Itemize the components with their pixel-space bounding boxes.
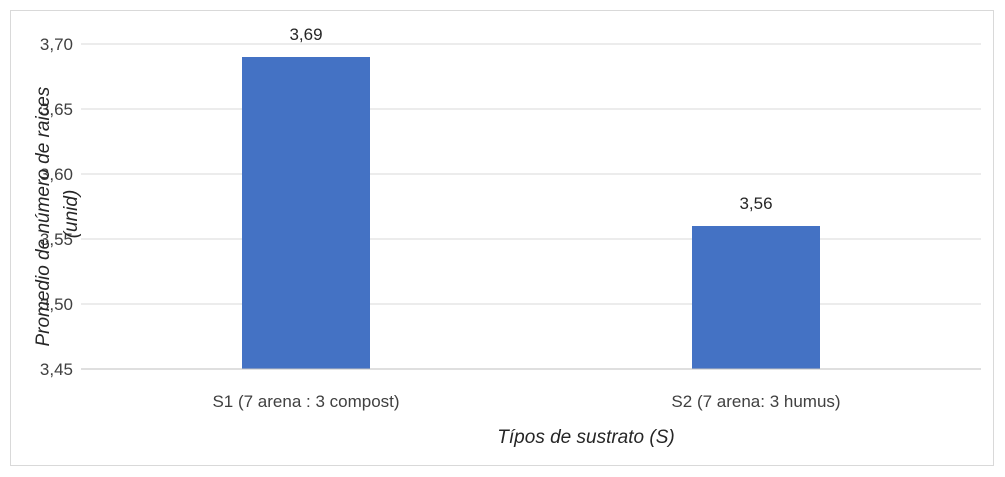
y-axis-title-line-2: (unid): [61, 190, 82, 239]
x-axis-title: Típos de sustrato (S): [497, 427, 674, 448]
chart-frame: 3,45 3,50 3,55 3,60 3,65 3,70 3,69 3,56 S1 (7 …: [10, 10, 994, 466]
bars: [242, 57, 820, 369]
y-axis-tick-labels: 3,45 3,50 3,55 3,60 3,65 3,70: [40, 35, 73, 379]
bar: [242, 57, 370, 369]
y-axis-title-line-1: Promedio de número de raices: [33, 86, 54, 346]
x-axis-tick-labels: S1 (7 arena : 3 compost) S2 (7 arena: 3 h…: [212, 392, 840, 411]
y-tick-label: 3,60: [40, 165, 73, 184]
data-labels: 3,69 3,56: [289, 25, 772, 213]
y-tick-label: 3,55: [40, 230, 73, 249]
y-tick-label: 3,70: [40, 35, 73, 54]
x-tick-label: S1 (7 arena : 3 compost): [212, 392, 399, 411]
y-tick-label: 3,65: [40, 100, 73, 119]
bar: [692, 226, 820, 369]
bar-chart: 3,45 3,50 3,55 3,60 3,65 3,70 3,69 3,56 S1 (7 …: [33, 25, 981, 448]
y-tick-label: 3,45: [40, 360, 73, 379]
gridlines: [81, 43, 981, 305]
y-axis-title: Promedio de número de raices (unid): [33, 81, 82, 346]
bar-value-label: 3,56: [739, 194, 772, 213]
bar-value-label: 3,69: [289, 25, 322, 44]
y-tick-label: 3,50: [40, 295, 73, 314]
x-tick-label: S2 (7 arena: 3 humus): [671, 392, 840, 411]
